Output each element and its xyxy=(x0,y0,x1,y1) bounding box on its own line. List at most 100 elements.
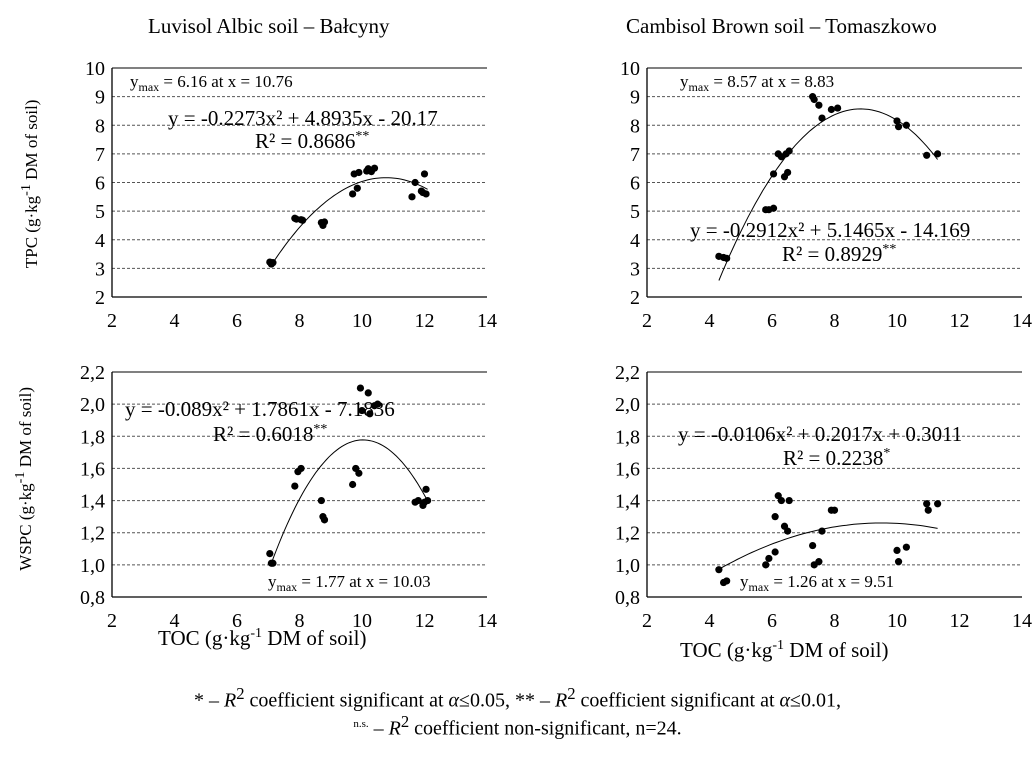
data-point xyxy=(902,121,910,129)
r-squared: R² = 0.2238* xyxy=(783,446,890,470)
ymax-label: ymax = 1.77 at x = 10.03 xyxy=(268,572,431,594)
ymax-label: ymax = 6.16 at x = 10.76 xyxy=(130,72,293,94)
footnote-line-2: n.s. – R2 coefficient non-significant, n… xyxy=(353,712,682,740)
data-point xyxy=(291,482,299,490)
x-tick-label: 8 xyxy=(830,610,840,632)
x-tick-label: 2 xyxy=(107,610,117,632)
x-tick-label: 2 xyxy=(642,310,652,332)
data-point xyxy=(834,104,842,112)
data-point xyxy=(422,190,430,198)
data-point xyxy=(715,566,723,574)
x-tick-label: 12 xyxy=(950,310,970,332)
ylabel-tpc: TPC (g·kg-1 DM of soil) xyxy=(18,99,41,269)
y-tick-label: 10 xyxy=(620,58,640,80)
trend-equation: y = -0.089x² + 1.7861x - 7.1836 xyxy=(125,397,395,421)
data-point xyxy=(411,178,419,187)
data-point xyxy=(771,548,779,556)
data-point xyxy=(297,464,305,473)
data-point xyxy=(785,147,793,155)
trend-equation: y = -0.0106x² + 0.2017x + 0.3011 xyxy=(678,422,962,446)
trend-curve xyxy=(718,522,938,570)
r-squared: R² = 0.8686** xyxy=(255,129,369,153)
data-point xyxy=(723,577,731,585)
y-tick-label: 1,0 xyxy=(615,555,640,577)
x-tick-label: 6 xyxy=(767,610,777,632)
data-point xyxy=(785,496,793,505)
x-tick-label: 12 xyxy=(415,610,435,632)
data-point xyxy=(355,168,363,177)
y-tick-label: 2 xyxy=(630,287,640,309)
x-tick-label: 10 xyxy=(352,610,372,632)
y-tick-label: 2,0 xyxy=(615,394,640,416)
x-tick-label: 8 xyxy=(830,310,840,332)
data-point xyxy=(784,168,792,177)
y-tick-label: 6 xyxy=(95,173,105,195)
data-point xyxy=(765,554,773,563)
trend-curve xyxy=(270,177,428,266)
y-tick-label: 10 xyxy=(85,58,105,80)
data-point xyxy=(934,500,942,508)
ymax-label: ymax = 8.57 at x = 8.83 xyxy=(680,72,834,94)
x-tick-label: 12 xyxy=(950,610,970,632)
significance-marker: ** xyxy=(313,422,327,437)
x-tick-label: 4 xyxy=(705,610,715,632)
data-point xyxy=(818,114,826,122)
y-tick-label: 2,0 xyxy=(80,394,105,416)
data-point xyxy=(723,254,731,262)
x-tick-label: 8 xyxy=(295,610,305,632)
panel-4: 0,8 1,0 1,2 1,4 1,6 1,8 2,0 2,2 2 4 6 8 10 12 14 y = -0… xyxy=(615,362,1032,632)
data-point xyxy=(349,190,357,198)
y-tick-label: 0,8 xyxy=(615,587,640,609)
y-tick-label: 4 xyxy=(95,230,105,252)
x-tick-label: 2 xyxy=(107,310,117,332)
data-point xyxy=(923,151,931,159)
x-tick-label: 6 xyxy=(767,310,777,332)
trend-equation: y = -0.2273x² + 4.8935x - 20.17 xyxy=(168,106,438,130)
data-point xyxy=(769,170,778,178)
data-point xyxy=(815,558,823,566)
x-tick-label: 4 xyxy=(170,610,180,632)
x-tick-label: 14 xyxy=(477,610,497,632)
x-tick-label: 10 xyxy=(887,610,907,632)
data-point xyxy=(358,406,366,415)
data-point xyxy=(784,527,792,535)
data-point xyxy=(366,410,374,418)
y-tick-label: 8 xyxy=(630,115,640,137)
xlabel-right: TOC (g·kg-1 DM of soil) xyxy=(680,638,889,662)
r-squared: R² = 0.6018** xyxy=(213,422,327,446)
panel-1: 2 3 4 5 6 7 8 9 10 2 4 6 8 10 12 14 y = -0.2273x² + 4.89… xyxy=(85,58,497,332)
data-point xyxy=(893,117,901,125)
x-tick-label: 14 xyxy=(477,310,497,332)
r-squared: R² = 0.8929** xyxy=(782,242,896,266)
y-tick-label: 3 xyxy=(95,258,105,280)
data-point xyxy=(771,513,779,521)
data-point xyxy=(356,384,365,392)
x-tick-label: 12 xyxy=(415,310,435,332)
data-point xyxy=(269,259,277,267)
data-point xyxy=(320,516,329,524)
data-point xyxy=(830,506,839,514)
y-tick-label: 5 xyxy=(630,201,640,223)
y-tick-label: 0,8 xyxy=(80,587,105,609)
ylabel-wspc: WSPC (g·kg-1 DM of soil) xyxy=(12,386,35,571)
data-point xyxy=(424,496,432,505)
data-point xyxy=(810,95,818,104)
data-point xyxy=(894,123,903,131)
y-tick-label: 9 xyxy=(95,87,105,109)
x-tick-label: 6 xyxy=(232,610,242,632)
y-tick-label: 1,8 xyxy=(615,426,640,448)
y-tick-label: 2,2 xyxy=(80,362,105,384)
column-title-right: Cambisol Brown soil – Tomaszkowo xyxy=(626,14,937,38)
footnote-line-1: * – R2 coefficient significant at α≤0.05… xyxy=(193,684,842,712)
x-tick-label: 8 xyxy=(295,310,305,332)
data-point xyxy=(894,558,903,566)
data-point xyxy=(762,561,770,569)
y-tick-label: 1,4 xyxy=(80,491,105,513)
y-tick-label: 7 xyxy=(95,144,105,166)
data-point xyxy=(374,400,382,408)
y-tick-label: 2 xyxy=(95,287,105,309)
data-point xyxy=(266,550,274,558)
ymax-label: ymax = 1.26 at x = 9.51 xyxy=(740,572,894,594)
